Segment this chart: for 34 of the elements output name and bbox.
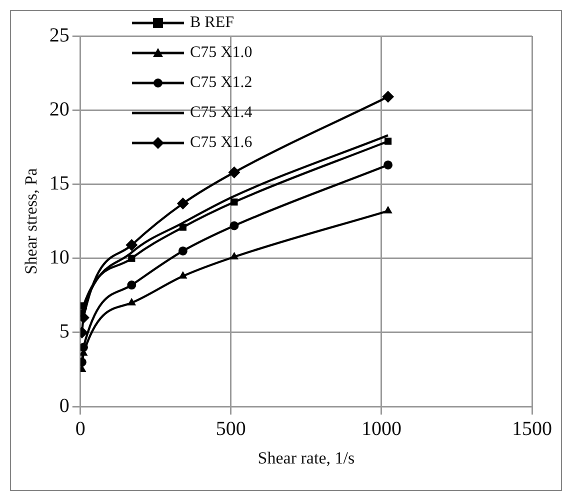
point xyxy=(384,206,392,214)
legend-label: C75 X1.6 xyxy=(190,134,252,152)
y-tick-label: 15 xyxy=(49,172,70,194)
point xyxy=(228,166,240,178)
x-tick-label: 0 xyxy=(75,418,86,440)
point xyxy=(126,239,138,252)
x-tick-label: 1500 xyxy=(512,418,552,440)
point xyxy=(230,198,238,206)
y-tick-label: 5 xyxy=(59,320,70,343)
legend-label: C75 X1.2 xyxy=(190,74,252,92)
point xyxy=(230,252,239,260)
y-tick-label: 10 xyxy=(49,246,70,269)
legend-label: C75 X1.4 xyxy=(190,104,252,122)
y-tick-label: 0 xyxy=(59,394,70,417)
point xyxy=(178,271,188,279)
point xyxy=(127,298,136,306)
y-tick-label: 25 xyxy=(49,24,70,46)
point xyxy=(176,198,189,210)
point xyxy=(128,254,136,262)
point xyxy=(230,221,239,230)
x-tick-label: 1000 xyxy=(361,418,402,440)
point xyxy=(178,246,188,256)
point xyxy=(179,224,186,231)
point xyxy=(382,90,394,103)
x-axis-title: Shear rate, 1/s xyxy=(258,448,355,468)
x-tick-label: 500 xyxy=(216,418,246,440)
point xyxy=(80,302,88,310)
point xyxy=(127,280,136,290)
point xyxy=(384,160,393,170)
point xyxy=(384,138,392,145)
legend-label: C75 X1.0 xyxy=(190,44,252,62)
y-axis-title: Shear stress, Pa xyxy=(22,168,41,274)
y-tick-label: 20 xyxy=(49,98,70,120)
legend-label: B REF xyxy=(190,14,234,32)
